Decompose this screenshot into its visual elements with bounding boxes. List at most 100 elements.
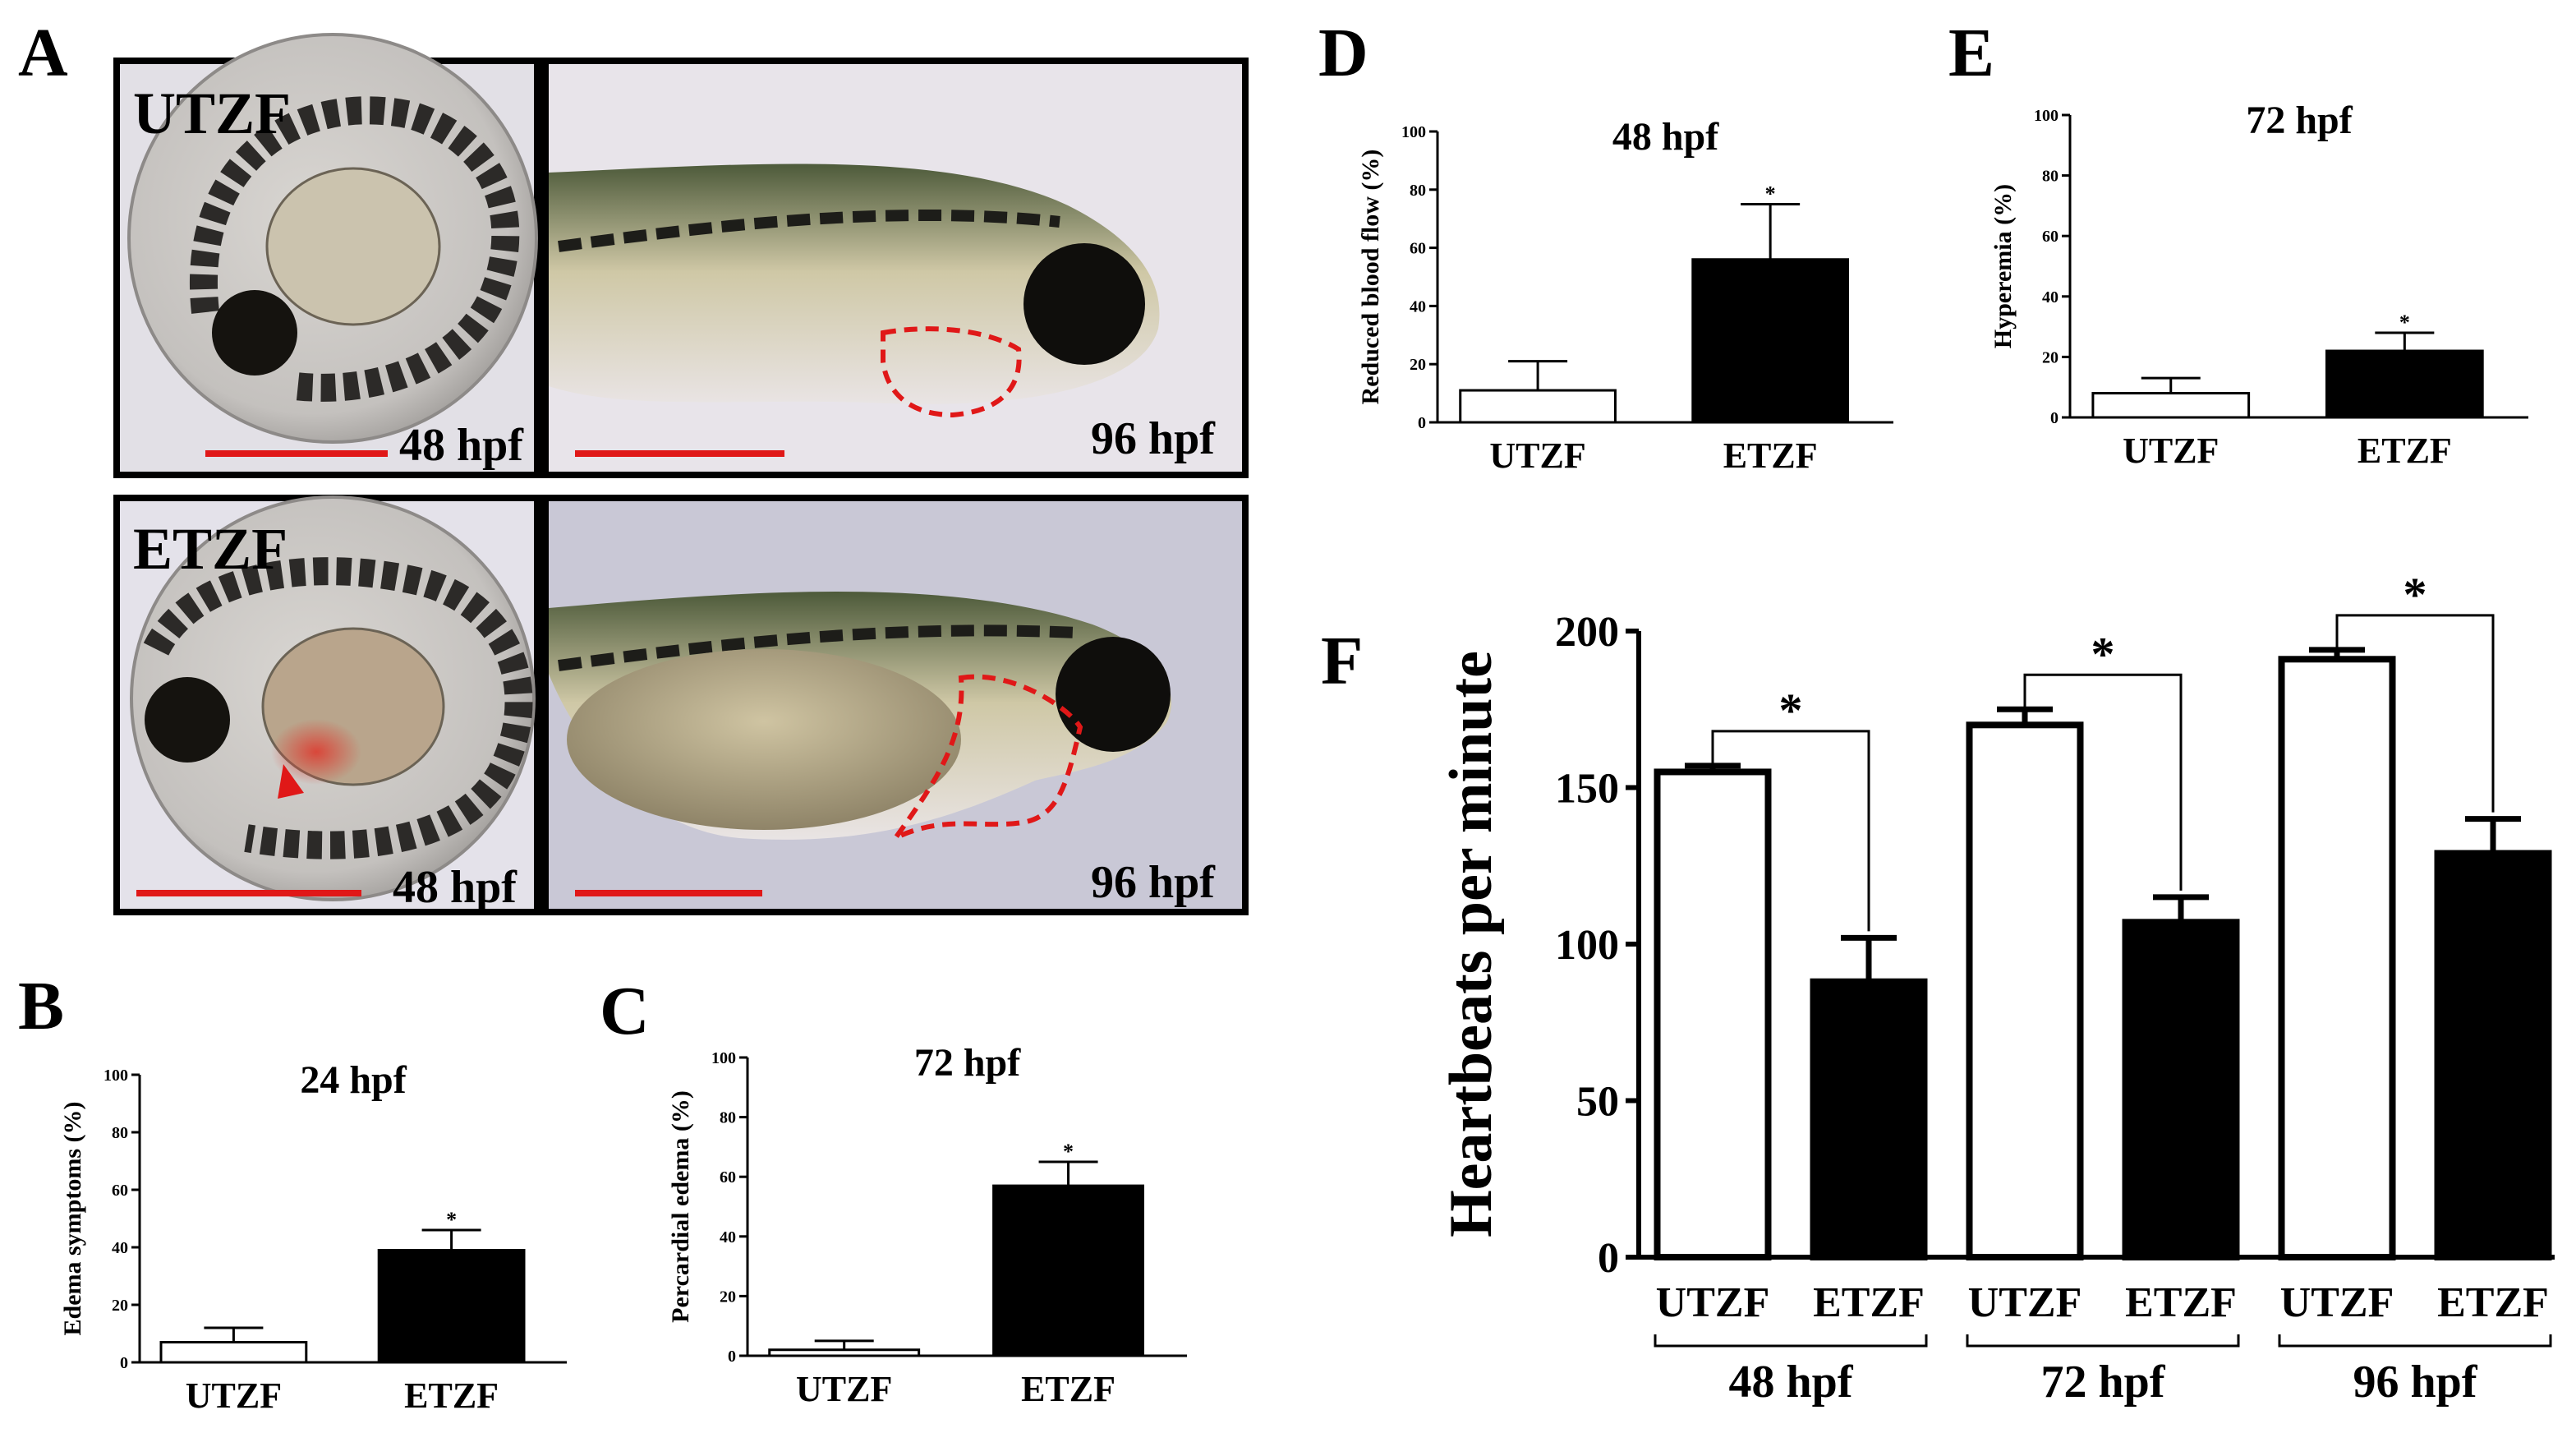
y-tick-label: 0 — [1418, 414, 1426, 432]
significance-bracket — [2023, 673, 2183, 891]
y-axis-label: Hyperemia (%) — [1990, 184, 2017, 348]
chart-b: 0 20 40 60 80 100 Edema symptoms (%) 24 hpf UTZF… — [59, 1058, 567, 1416]
panel-letter-d: D — [1318, 15, 1368, 91]
panel-letter-c: C — [600, 973, 650, 1049]
panel-letter-a: A — [18, 15, 68, 91]
bar-etzf — [377, 1249, 526, 1364]
eye — [1024, 243, 1145, 365]
category-label: UTZF — [2123, 431, 2219, 471]
eye — [212, 290, 297, 376]
significance-marker: * — [1063, 1140, 1074, 1163]
bar-etzf — [1810, 978, 1928, 1260]
panel-letter-b: B — [18, 968, 64, 1044]
pigment-stripe — [558, 209, 1060, 252]
bar-etzf — [2434, 850, 2552, 1260]
pericardial-outline — [881, 326, 1022, 418]
group-bracket — [1654, 1334, 1928, 1348]
category-label: UTZF — [1489, 435, 1585, 476]
y-tick-label: 40 — [1410, 297, 1426, 316]
y-tick-label: 40 — [112, 1239, 128, 1257]
category-label: ETZF — [1723, 435, 1818, 476]
micrograph-row-etzf: ETZF 48 hpf 96 hpf — [113, 495, 1249, 915]
y-tick-label: 80 — [112, 1124, 128, 1142]
micrograph-row-utzf: UTZF 48 hpf 96 hpf — [113, 33, 1249, 478]
bar-utzf — [2091, 392, 2251, 419]
y-tick-label: 100 — [1401, 123, 1426, 141]
yolk — [265, 167, 441, 326]
stage-label: 48 hpf — [399, 420, 524, 471]
bar-utzf — [1654, 768, 1772, 1260]
chart-d: 0 20 40 60 80 100 Reduced blood flow (%) 48 hpf… — [1357, 115, 1893, 476]
y-tick-label: 80 — [1410, 182, 1426, 200]
y-tick-label: 40 — [720, 1228, 736, 1246]
significance-marker: * — [2091, 627, 2115, 680]
bar-utzf — [2278, 656, 2396, 1260]
y-tick-label: 200 — [1555, 609, 1619, 656]
red-arrow-icon — [278, 764, 304, 799]
category-label: UTZF — [186, 1375, 282, 1416]
blood-accumulation — [271, 719, 361, 785]
chart-c: 0 20 40 60 80 100 Percardial edema (%) 72 hpf UT… — [667, 1041, 1187, 1409]
group-label-etzf: ETZF — [133, 516, 288, 582]
y-tick-label: 100 — [2034, 107, 2058, 125]
y-tick-label: 40 — [2042, 288, 2058, 306]
y-tick-label: 100 — [104, 1067, 128, 1085]
group-label-utzf: UTZF — [133, 81, 291, 146]
category-label: ETZF — [404, 1375, 499, 1416]
yolk — [567, 649, 961, 830]
y-tick-label: 60 — [2042, 228, 2058, 246]
significance-bracket — [2335, 614, 2495, 813]
group-label: 96 hpf — [2353, 1357, 2478, 1408]
y-tick-label: 20 — [112, 1297, 128, 1315]
group-label: 48 hpf — [1729, 1357, 1854, 1408]
significance-marker: * — [1765, 182, 1776, 206]
bar-etzf — [992, 1184, 1144, 1357]
stage-label: 96 hpf — [1091, 857, 1216, 908]
y-tick-label: 60 — [112, 1182, 128, 1200]
y-axis-label: Heartbeats per minute — [1438, 651, 1505, 1237]
category-label: ETZF — [2358, 431, 2452, 471]
y-tick-label: 0 — [120, 1354, 128, 1372]
panel-letter-e: E — [1948, 15, 1994, 91]
bar-etzf — [2325, 349, 2484, 419]
stage-label: 48 hpf — [393, 862, 518, 913]
group-label: 72 hpf — [2041, 1357, 2166, 1408]
significance-marker: * — [2404, 568, 2427, 621]
chart-title: 72 hpf — [914, 1041, 1021, 1085]
eye — [1056, 637, 1171, 752]
bar-etzf — [2122, 919, 2240, 1260]
significance-marker: * — [446, 1208, 457, 1232]
eye — [145, 677, 230, 763]
y-tick-label: 0 — [1598, 1235, 1619, 1282]
embryo-body — [190, 96, 520, 402]
y-tick-label: 20 — [1410, 356, 1426, 374]
y-tick-label: 100 — [1555, 922, 1619, 969]
category-label: UTZF — [796, 1369, 892, 1409]
panel-letter-f: F — [1321, 623, 1363, 699]
y-tick-label: 80 — [720, 1109, 736, 1127]
bar-utzf — [768, 1348, 921, 1357]
bar-utzf — [1459, 389, 1617, 424]
y-tick-label: 60 — [1410, 240, 1426, 258]
y-tick-label: 50 — [1576, 1079, 1619, 1126]
chart-e: 0 20 40 60 80 100 Hyperemia (%) 72 hpf UTZF * ETZF — [1990, 99, 2528, 471]
bar-utzf — [159, 1341, 308, 1364]
pericardial-outline — [893, 674, 1083, 841]
y-tick-label: 150 — [1555, 766, 1619, 813]
category-label: ETZF — [1813, 1279, 1925, 1326]
y-tick-label: 0 — [728, 1348, 736, 1366]
y-axis-label: Reduced blood flow (%) — [1357, 150, 1384, 405]
group-bracket — [1966, 1334, 2240, 1348]
y-tick-label: 20 — [2042, 348, 2058, 366]
group-bracket — [2278, 1334, 2552, 1348]
category-label: UTZF — [2280, 1279, 2394, 1326]
category-label: ETZF — [2125, 1279, 2237, 1326]
y-tick-label: 100 — [711, 1049, 736, 1067]
chart-f: 0 50 100 150 200 Heartbeats per minute UTZF ETZ… — [1438, 568, 2555, 1408]
chart-title: 24 hpf — [300, 1058, 407, 1102]
significance-bracket — [1711, 730, 1870, 932]
stage-label: 96 hpf — [1091, 413, 1216, 464]
y-tick-label: 20 — [720, 1288, 736, 1306]
y-tick-label: 0 — [2050, 409, 2058, 427]
